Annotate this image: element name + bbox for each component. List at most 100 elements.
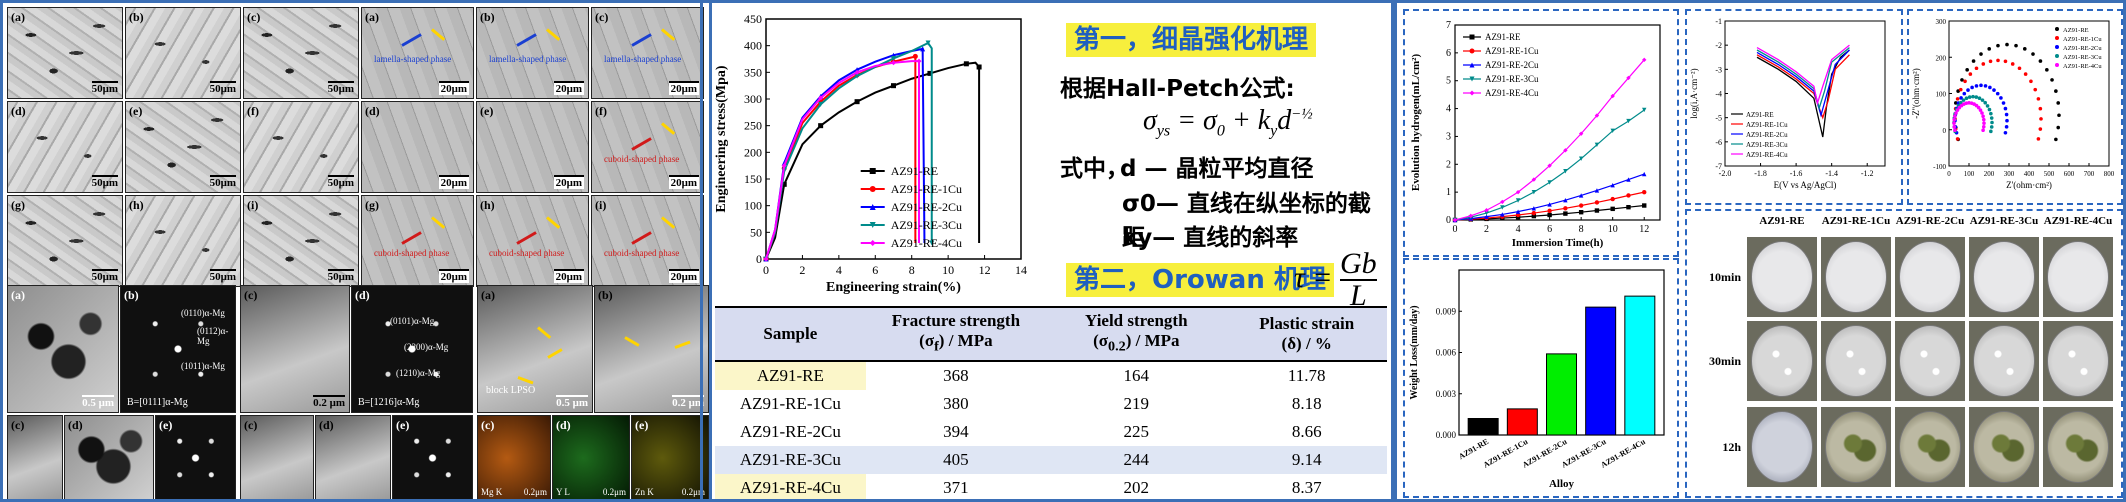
series-point	[2038, 59, 2043, 63]
value-cell: 202	[1123, 478, 1150, 497]
x-tick-label: 200	[1984, 170, 1995, 178]
legend-label: AZ91-RE	[2063, 27, 2089, 34]
legend-label: AZ91-RE	[1746, 111, 1774, 119]
bar	[1506, 408, 1538, 436]
x-tick-label: 2	[799, 263, 805, 277]
scale-bar: 50μm	[91, 269, 118, 283]
series-point	[1642, 203, 1647, 208]
optical-micrograph: (d) 50μm	[7, 101, 123, 193]
series-point	[1626, 177, 1631, 182]
col-plastic: Plastic strain (δ) / %	[1259, 314, 1355, 353]
series-line	[1756, 44, 1850, 106]
x-tick-label: 0	[1947, 170, 1951, 178]
series-point	[1966, 88, 1970, 92]
y-tick-label: 0.006	[1436, 348, 1457, 358]
series-line	[1454, 59, 1645, 221]
title-grain-refinement: 第一，细晶强化机理	[1066, 23, 1317, 57]
nyquist-chart-box: 0 100 200 300 400 500 600 700 800 -100 0 100 200 300 Z…	[1907, 9, 2123, 205]
saed-pattern-e2: (e)	[392, 415, 473, 499]
tem-image-c2: (c) 0.2 μm	[240, 285, 350, 413]
series-point	[1988, 59, 1993, 64]
series-point	[854, 69, 860, 75]
legend-marker	[2055, 36, 2059, 40]
sem-micrograph: (e) 20μm	[476, 101, 589, 193]
hall-petch-intro: 根据Hall-Petch公式:	[1060, 76, 1295, 102]
series-point	[891, 55, 896, 61]
micrograph-label: (b)	[129, 10, 144, 24]
series-line	[765, 60, 920, 260]
x-tick-label: AZ91-RE-4Cu	[1599, 437, 1647, 470]
legend-label: AZ91-RE-3Cu	[891, 218, 962, 232]
x-tick-label: 600	[2064, 170, 2075, 178]
tem-image-b3: (b) 0.2 μm	[594, 285, 709, 413]
sem-micrograph: (a) 20μm lamella-shaped phase	[361, 7, 474, 99]
series-point	[1531, 189, 1537, 195]
y-axis-label: Weight Loss(mm/day)	[1409, 305, 1420, 399]
legend-marker	[869, 168, 876, 174]
series-line	[1756, 49, 1850, 118]
value-cell: 394	[943, 422, 969, 441]
tem-image-d1: (d)	[64, 415, 154, 499]
series-point	[1547, 202, 1552, 207]
series-point	[1531, 210, 1537, 216]
plot-frame	[1454, 24, 1661, 221]
optical-micrograph: (f) 50μm	[243, 101, 359, 193]
series-point	[2014, 43, 2018, 48]
micrograph-label: (c)	[247, 10, 261, 24]
y-tick-label: 5	[1446, 76, 1451, 87]
x-tick-label: 500	[2044, 170, 2055, 178]
y-tick-label: -6	[1715, 138, 1722, 147]
x-tick-label: 300	[2004, 170, 2015, 178]
legend-marker	[2055, 27, 2059, 31]
weight-loss-chart: 0.0000.0030.0060.009AZ91-REAZ91-RE-1CuAZ…	[1409, 269, 1665, 490]
x-axis-label: E(V vs Ag/AgCl)	[1774, 180, 1837, 190]
row-header: 10min	[1708, 270, 1741, 284]
y-tick-label: -7	[1715, 162, 1722, 171]
series-point	[1642, 189, 1647, 195]
sem-micrograph: (c) 20μm lamella-shaped phase	[591, 7, 704, 99]
x-axis-label: Z'(ohm·cm²)	[2006, 180, 2052, 190]
y-tick-label: 50	[750, 225, 762, 239]
x-tick-label: -1.4	[1825, 169, 1838, 178]
saed-pattern-b1: (b) (0110)α-Mg (0112)α-Mg (1011)α-Mg B=[…	[120, 285, 236, 413]
series-point	[1967, 101, 1971, 105]
legend-label: AZ91-RE-3Cu	[1746, 141, 1788, 149]
sample-disc	[1899, 241, 1961, 313]
series-point	[2033, 87, 2038, 92]
legend-label: AZ91-RE-1Cu	[891, 182, 962, 196]
value-cell: 8.18	[1291, 394, 1322, 413]
value-cell: 8.37	[1291, 478, 1322, 497]
polarization-chart-box: -2.0 -1.8 -1.6 -1.4 -1.2 -7 -6 -5 -4 -3 -2 -1 E(V vs…	[1685, 9, 1903, 205]
series-point	[1955, 108, 1960, 112]
saed-pattern-d2: (d) (0101)α-Mg (2200)α-Mg (1210)α-Mg B=[…	[351, 285, 473, 413]
y-axis-label: -Z''(ohm·cm²)	[1911, 68, 1921, 118]
series-line	[765, 61, 981, 260]
y-tick-label: 100	[1936, 91, 1947, 99]
series-point	[1982, 121, 1986, 126]
y-tick-label: 150	[744, 172, 762, 186]
series-point	[1989, 125, 1994, 129]
legend-marker	[2055, 54, 2059, 58]
series-point	[1977, 96, 1982, 101]
x-tick-label: -1.8	[1754, 169, 1767, 178]
y-tick-label: 0.003	[1436, 389, 1457, 399]
series-point	[1547, 212, 1552, 218]
series-point	[963, 61, 969, 67]
series-point	[1965, 68, 1969, 72]
legend-label: AZ91-RE-4Cu	[891, 236, 962, 250]
x-tick-label: 4	[1516, 224, 1521, 235]
x-tick-label: 12	[979, 263, 991, 277]
immersion-photo-cell	[2043, 407, 2113, 487]
legend-label: AZ91-RE-1Cu	[1746, 121, 1788, 129]
phase-arrow	[401, 231, 422, 245]
micrograph-label: (h)	[129, 198, 144, 212]
bar	[1546, 353, 1577, 436]
sample-disc	[1973, 241, 2035, 313]
y-tick-label: 300	[1936, 18, 1947, 26]
series-point	[1563, 206, 1568, 211]
series-point	[1610, 128, 1615, 134]
series-point	[1958, 100, 1963, 105]
series-point	[1979, 83, 1983, 88]
series-point	[1989, 111, 1993, 116]
legend-label: AZ91-RE-1Cu	[1485, 46, 1539, 56]
